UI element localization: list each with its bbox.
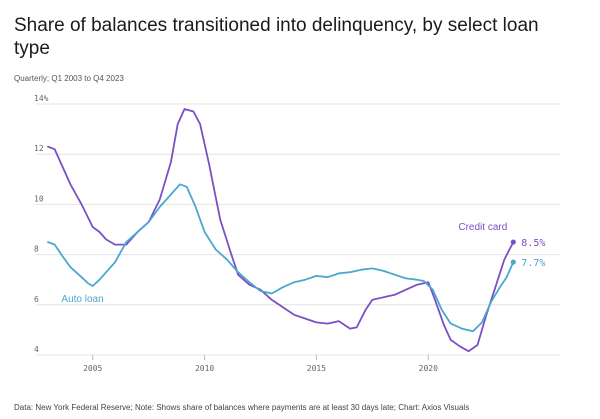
credit-card-end-dot <box>510 239 516 245</box>
series-lines <box>47 108 516 353</box>
credit-card-series-label: Credit card <box>458 222 507 233</box>
credit-card-end-label: 8.5% <box>521 238 545 249</box>
y-axis-ticks: 4 6 8 10 12 14% <box>34 94 49 354</box>
x-axis-ticks: 2005 2010 2015 2020 <box>83 355 438 373</box>
auto-loan-end-label: 7.7% <box>521 258 545 269</box>
auto-loan-line <box>47 183 515 333</box>
y-tick-label: 4 <box>34 345 39 354</box>
y-tick-label: 14% <box>34 94 49 103</box>
x-tick-label: 2010 <box>195 364 214 373</box>
x-tick-label: 2005 <box>83 364 102 373</box>
y-tick-label: 12 <box>34 144 44 153</box>
credit-card-line <box>47 108 515 353</box>
series-labels: 8.5% Credit card 7.7% Auto loan <box>61 222 545 305</box>
gridlines <box>36 103 560 356</box>
x-tick-label: 2015 <box>307 364 326 373</box>
x-tick-label: 2020 <box>419 364 438 373</box>
chart-title: Share of balances transitioned into deli… <box>14 15 539 59</box>
y-tick-label: 10 <box>34 194 44 203</box>
auto-loan-series-label: Auto loan <box>61 294 103 305</box>
auto-loan-end-dot <box>510 259 516 265</box>
chart-source-note: Data: New York Federal Reserve; Note: Sh… <box>14 403 470 412</box>
y-tick-label: 6 <box>34 295 39 304</box>
chart-subtitle: Quarterly; Q1 2003 to Q4 2023 <box>14 74 124 83</box>
y-tick-label: 8 <box>34 245 39 254</box>
